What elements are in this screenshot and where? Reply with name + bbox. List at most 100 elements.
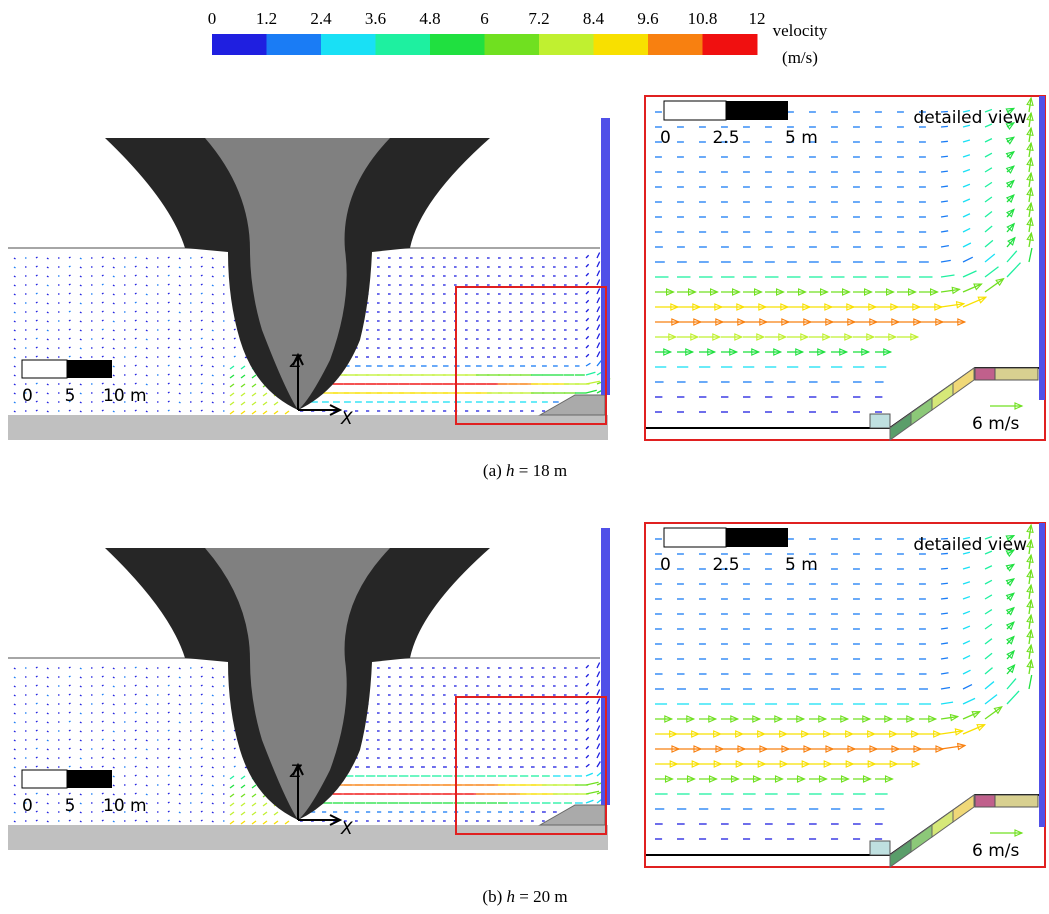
vector [984, 694, 998, 705]
vector [46, 757, 49, 760]
vector-head [730, 715, 740, 723]
vector-head [668, 333, 678, 341]
vector [940, 200, 949, 203]
vector [79, 757, 82, 760]
vector [46, 293, 49, 296]
vector [145, 293, 148, 296]
vector [68, 292, 71, 295]
vector [167, 819, 170, 822]
scale-white [21, 769, 68, 789]
vector [200, 301, 203, 304]
scale-label: 5 [65, 386, 76, 406]
vector-head [976, 724, 986, 732]
caption-part: h [507, 887, 516, 906]
vector [13, 320, 16, 323]
vector-head [781, 745, 791, 753]
vector-head [1026, 216, 1034, 227]
vector [35, 765, 38, 768]
vector [211, 266, 214, 269]
vector [984, 138, 993, 143]
vector [200, 666, 203, 669]
vector [940, 597, 948, 600]
vector [79, 685, 82, 688]
vector-head [714, 303, 724, 311]
vector [167, 256, 170, 259]
vector [1028, 674, 1033, 690]
vector [200, 801, 203, 804]
vector [145, 365, 148, 368]
vector-head [1005, 549, 1016, 558]
vector [200, 337, 203, 340]
vector-head [906, 715, 916, 723]
vector [13, 347, 16, 350]
vector-head [825, 745, 835, 753]
vector-head [891, 745, 901, 753]
vector-head [1026, 156, 1034, 167]
vector [167, 391, 170, 394]
vector [112, 338, 115, 341]
vector [145, 667, 148, 670]
wall [1039, 96, 1045, 400]
vector-head [845, 760, 855, 768]
vector-head [977, 296, 988, 304]
vector-head [935, 318, 945, 326]
vector [200, 292, 203, 295]
vector [101, 274, 104, 277]
vector [134, 711, 137, 714]
vector [1006, 690, 1020, 705]
vector-head [691, 760, 701, 768]
vector [134, 391, 137, 394]
vector [46, 820, 49, 823]
colorbar-segment [321, 34, 376, 55]
detail-view: 0 2.5 5 m detailed view 6 m/s [644, 95, 1046, 441]
vector [167, 783, 170, 786]
vector [79, 356, 82, 359]
vector [35, 801, 38, 804]
vector [211, 694, 214, 697]
vector [229, 775, 235, 780]
vector-head [846, 303, 856, 311]
vector [35, 346, 38, 349]
vector [200, 756, 203, 759]
vector [178, 721, 181, 724]
colorbar-unit: (m/s) [782, 48, 818, 67]
vector [13, 811, 16, 814]
vector [46, 410, 49, 413]
vector [240, 401, 246, 406]
vector-head [710, 288, 719, 296]
vector [13, 757, 16, 760]
vector-head [780, 303, 790, 311]
vector [200, 792, 203, 795]
vector [940, 627, 948, 630]
vector [984, 266, 999, 278]
vector [35, 747, 38, 750]
vector [229, 410, 235, 415]
scale-label: 10 m [103, 386, 147, 406]
vector [178, 365, 181, 368]
vector-head [913, 318, 923, 326]
vector [984, 623, 993, 630]
vector [585, 745, 590, 750]
vector [167, 400, 170, 403]
vector [101, 693, 104, 696]
vector [211, 766, 214, 769]
vector [167, 702, 170, 705]
vector-head [752, 715, 762, 723]
vector-head [663, 348, 673, 356]
vector-head [869, 745, 879, 753]
vector [46, 730, 49, 733]
scale-label: 0 [660, 555, 671, 575]
colorbar-tick: 9.6 [637, 9, 658, 28]
vector [585, 299, 590, 304]
vector-head [840, 715, 850, 723]
vector [251, 811, 257, 816]
vector [46, 338, 49, 341]
vector-head [1005, 122, 1016, 131]
vector [211, 275, 214, 278]
vector [46, 383, 49, 386]
scale-label: 2.5 [712, 128, 739, 148]
vector [112, 302, 115, 305]
vector [940, 215, 949, 218]
vector [134, 702, 137, 705]
vector-head [993, 705, 1003, 715]
